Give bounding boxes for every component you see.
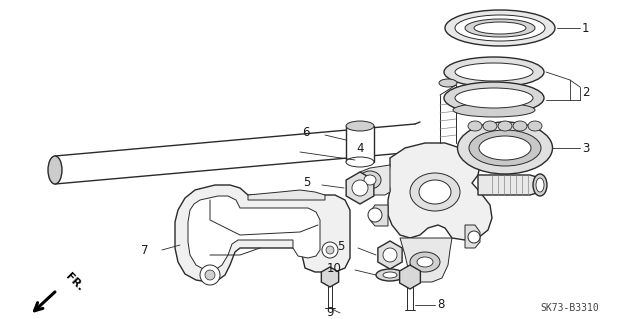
Polygon shape	[321, 267, 339, 287]
Ellipse shape	[513, 121, 527, 131]
Text: 10: 10	[327, 262, 342, 275]
Ellipse shape	[469, 130, 541, 166]
Circle shape	[368, 208, 382, 222]
Text: SK73-B3310: SK73-B3310	[541, 303, 600, 313]
Ellipse shape	[410, 173, 460, 211]
Ellipse shape	[346, 121, 374, 131]
Polygon shape	[188, 196, 320, 270]
Ellipse shape	[359, 171, 381, 189]
Ellipse shape	[419, 180, 451, 204]
Ellipse shape	[444, 57, 544, 87]
Ellipse shape	[410, 252, 440, 272]
Text: 2: 2	[582, 86, 589, 100]
Text: 8: 8	[437, 298, 444, 310]
Ellipse shape	[439, 79, 457, 87]
Text: 6: 6	[303, 127, 310, 139]
Ellipse shape	[383, 272, 397, 278]
Polygon shape	[388, 143, 492, 240]
Text: FR.: FR.	[64, 271, 86, 293]
Ellipse shape	[364, 175, 376, 185]
Polygon shape	[370, 205, 388, 226]
Polygon shape	[400, 238, 452, 282]
Circle shape	[468, 231, 480, 243]
Ellipse shape	[48, 156, 62, 184]
Ellipse shape	[453, 103, 535, 117]
Text: 5: 5	[337, 240, 344, 253]
Ellipse shape	[533, 174, 547, 196]
Text: 4: 4	[356, 143, 364, 155]
Ellipse shape	[458, 122, 552, 174]
Ellipse shape	[346, 157, 374, 167]
Circle shape	[200, 265, 220, 285]
Polygon shape	[355, 165, 390, 195]
Text: 3: 3	[582, 142, 589, 154]
Polygon shape	[248, 190, 325, 200]
Circle shape	[322, 242, 338, 258]
Ellipse shape	[444, 82, 544, 114]
Ellipse shape	[498, 121, 512, 131]
Ellipse shape	[465, 19, 535, 37]
Ellipse shape	[455, 88, 533, 108]
Text: 1: 1	[582, 21, 589, 34]
Ellipse shape	[468, 121, 482, 131]
FancyBboxPatch shape	[346, 126, 374, 162]
Ellipse shape	[376, 269, 404, 281]
Circle shape	[326, 246, 334, 254]
Polygon shape	[175, 185, 350, 282]
Polygon shape	[465, 225, 480, 248]
Ellipse shape	[479, 136, 531, 160]
Circle shape	[383, 248, 397, 262]
Text: 5: 5	[303, 176, 310, 189]
Polygon shape	[399, 265, 420, 289]
Ellipse shape	[445, 10, 555, 46]
Text: 9: 9	[326, 307, 333, 319]
Polygon shape	[478, 175, 545, 195]
Circle shape	[352, 180, 368, 196]
Circle shape	[205, 270, 215, 280]
Ellipse shape	[536, 178, 544, 192]
Ellipse shape	[528, 121, 542, 131]
Ellipse shape	[483, 121, 497, 131]
Text: 7: 7	[141, 243, 148, 256]
Ellipse shape	[455, 63, 533, 81]
Polygon shape	[378, 241, 402, 269]
Ellipse shape	[417, 257, 433, 267]
Ellipse shape	[474, 22, 526, 34]
Ellipse shape	[455, 15, 545, 41]
Polygon shape	[346, 172, 374, 204]
